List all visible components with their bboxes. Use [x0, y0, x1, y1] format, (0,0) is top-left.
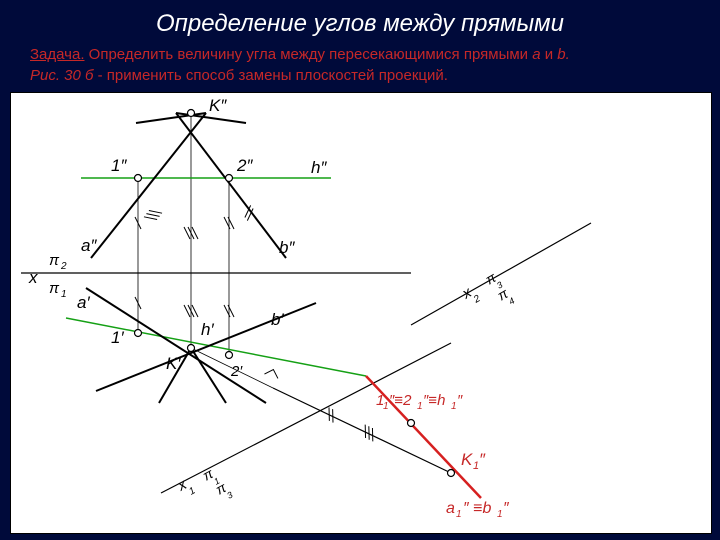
svg-text:1: 1 [417, 401, 423, 412]
svg-text:π: π [49, 280, 60, 297]
svg-text:a: a [446, 500, 455, 517]
svg-text:2: 2 [60, 261, 67, 272]
svg-text:″: ″ [503, 500, 510, 517]
task-text: Задача. Определить величину угла между п… [30, 44, 570, 86]
svg-text:1: 1 [456, 509, 462, 520]
svg-text:K″: K″ [209, 96, 227, 115]
svg-text:3: 3 [225, 490, 234, 501]
svg-text:″≡h: ″≡h [423, 392, 445, 409]
svg-text:1: 1 [497, 509, 503, 520]
svg-text:2″: 2″ [236, 156, 253, 175]
svg-text:h″: h″ [311, 158, 327, 177]
geometry-diagram: K″1″2″h″a″b″xπ2π1a′1′K′2′h′b′x1π1π311″≡2… [11, 93, 711, 533]
svg-text:″: ″ [457, 392, 463, 409]
svg-text:a″: a″ [81, 236, 97, 255]
svg-text:1: 1 [187, 485, 197, 497]
svg-text:1′: 1′ [111, 328, 124, 347]
svg-text:1: 1 [61, 289, 67, 300]
svg-text:h′: h′ [201, 320, 214, 339]
svg-text:b′: b′ [271, 310, 284, 329]
svg-text:b″: b″ [279, 238, 295, 257]
svg-text:a′: a′ [77, 293, 90, 312]
svg-text:1: 1 [383, 401, 389, 412]
svg-text:″ ≡b: ″ ≡b [463, 500, 491, 517]
diagram-panel: K″1″2″h″a″b″xπ2π1a′1′K′2′h′b′x1π1π311″≡2… [10, 92, 712, 534]
svg-text:4: 4 [507, 296, 516, 307]
page-title: Определение углов между прямыми [0, 10, 720, 38]
task-label: Задача. [30, 46, 85, 63]
svg-text:1″: 1″ [111, 156, 127, 175]
svg-text:x: x [459, 284, 475, 303]
svg-text:K: K [461, 450, 473, 469]
svg-text:x: x [28, 268, 38, 287]
svg-text:2′: 2′ [230, 363, 243, 380]
svg-text:″: ″ [479, 450, 486, 469]
svg-text:π: π [49, 252, 60, 269]
svg-text:K′: K′ [166, 354, 181, 373]
svg-text:″≡2: ″≡2 [389, 392, 412, 409]
figure-ref: Рис. 30 б [30, 67, 98, 84]
svg-text:1: 1 [451, 401, 457, 412]
